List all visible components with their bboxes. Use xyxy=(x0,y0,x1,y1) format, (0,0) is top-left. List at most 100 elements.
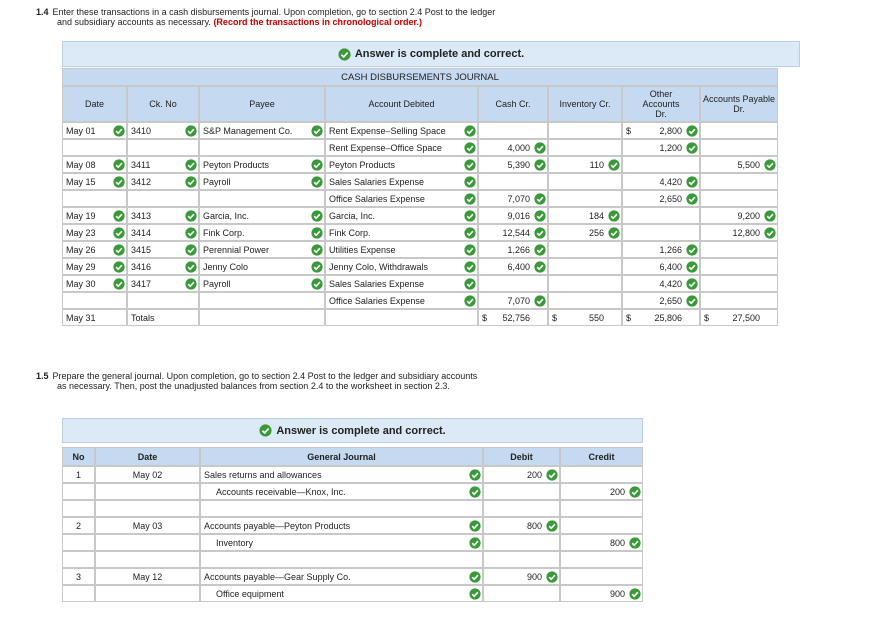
amount-cell: 256 xyxy=(548,224,622,241)
check-icon xyxy=(311,124,323,137)
cell-text: Rent Expense–Office Space xyxy=(329,142,442,153)
header-text: Credit xyxy=(588,451,615,462)
check-icon xyxy=(185,226,197,239)
text-cell xyxy=(199,292,325,309)
amount-cell xyxy=(548,122,622,139)
column-header: Ck. No xyxy=(127,86,199,122)
check-icon xyxy=(464,158,476,171)
amount-cell: 12,800 xyxy=(700,224,778,241)
amount: 7,070 xyxy=(507,193,530,204)
amount-cell xyxy=(548,292,622,309)
check-icon xyxy=(629,536,641,549)
text-cell xyxy=(62,585,95,602)
currency-sign: $ xyxy=(552,312,558,323)
amount: 1,266 xyxy=(659,244,682,255)
text-cell xyxy=(95,585,200,602)
text-cell: 3415 xyxy=(127,241,199,258)
check-icon xyxy=(469,570,481,583)
cell-text: 3415 xyxy=(131,244,152,255)
credit-amount: 900 xyxy=(609,588,625,599)
header-text: No xyxy=(72,451,85,462)
cell-text: Totals xyxy=(131,312,155,323)
instruction-1-4: 1.4 Enter these transactions in a cash di… xyxy=(36,7,506,27)
cell-text: Jenny Colo xyxy=(203,261,249,272)
amount-cell: $52,756 xyxy=(478,309,548,326)
column-header: Date xyxy=(95,447,200,466)
instruction-1-5: 1.5 Prepare the general journal. Upon com… xyxy=(36,371,486,391)
text-cell xyxy=(95,551,200,568)
check-icon xyxy=(311,226,323,239)
column-header: Payee xyxy=(199,86,325,122)
text-cell: 3411 xyxy=(127,156,199,173)
cell-text: 3413 xyxy=(131,210,152,221)
check-icon xyxy=(185,209,197,222)
amount: 52,756 xyxy=(502,312,530,323)
check-icon xyxy=(534,260,546,273)
check-icon xyxy=(464,243,476,256)
check-icon xyxy=(185,158,197,171)
text-cell: May 30 xyxy=(62,275,127,292)
amount-cell xyxy=(622,156,700,173)
check-icon xyxy=(534,226,546,239)
text-cell xyxy=(200,500,483,517)
text-cell: 1 xyxy=(62,466,95,483)
amount-cell: 900 xyxy=(483,568,560,585)
header-text: Debit xyxy=(510,451,533,462)
title-text: CASH DISBURSEMENTS JOURNAL xyxy=(341,71,499,83)
check-icon xyxy=(764,158,776,171)
text-cell xyxy=(62,292,127,309)
check-icon xyxy=(686,243,698,256)
account-name: Office equipment xyxy=(216,588,284,599)
check-icon xyxy=(311,158,323,171)
cell-text: May 29 xyxy=(66,261,96,272)
column-header: Inventory Cr. xyxy=(548,86,622,122)
amount-cell: 1,266 xyxy=(622,241,700,258)
currency-sign: $ xyxy=(482,312,488,323)
amount-cell xyxy=(622,224,700,241)
text-cell: Sales Salaries Expense xyxy=(325,173,478,190)
cell-text: Garcia, Inc. xyxy=(203,210,250,221)
column-header: Debit xyxy=(483,447,560,466)
header-text: Accounts Payable Dr. xyxy=(702,94,776,114)
column-header: No xyxy=(62,447,95,466)
header-text: Account Debited xyxy=(368,99,435,109)
credit-amount: 200 xyxy=(609,486,625,497)
cell-text: Payroll xyxy=(203,176,231,187)
instruction-text: Enter these transactions in a cash disbu… xyxy=(52,7,496,27)
text-cell: May 08 xyxy=(62,156,127,173)
cell-text: S&P Management Co. xyxy=(203,125,293,136)
cell-text: Fink Corp. xyxy=(203,227,245,238)
header-text: Inventory Cr. xyxy=(559,99,611,109)
text-cell: 3 xyxy=(62,568,95,585)
amount-cell xyxy=(560,568,643,585)
check-icon xyxy=(534,192,546,205)
text-cell: 3413 xyxy=(127,207,199,224)
amount-cell xyxy=(548,173,622,190)
amount: 256 xyxy=(588,227,604,238)
text-cell: May 01 xyxy=(62,122,127,139)
text-cell xyxy=(200,551,483,568)
amount-cell xyxy=(483,585,560,602)
amount-cell: 5,500 xyxy=(700,156,778,173)
amount-cell xyxy=(560,517,643,534)
currency-sign: $ xyxy=(704,312,710,323)
check-icon xyxy=(464,175,476,188)
cell-text: 3417 xyxy=(131,278,152,289)
check-icon xyxy=(113,124,125,137)
check-icon xyxy=(469,519,481,532)
check-icon xyxy=(546,570,558,583)
cell-text: Utilities Expense xyxy=(329,244,396,255)
check-icon xyxy=(113,226,125,239)
text-cell: May 12 xyxy=(95,568,200,585)
amount-cell: 12,544 xyxy=(478,224,548,241)
amount-cell xyxy=(560,500,643,517)
text-cell: Totals xyxy=(127,309,199,326)
cell-text: May 26 xyxy=(66,244,96,255)
check-icon xyxy=(113,277,125,290)
check-icon xyxy=(113,175,125,188)
text-cell: 3417 xyxy=(127,275,199,292)
amount-cell xyxy=(700,190,778,207)
account-name: Inventory xyxy=(216,537,254,548)
text-cell xyxy=(95,483,200,500)
amount: 4,000 xyxy=(507,142,530,153)
